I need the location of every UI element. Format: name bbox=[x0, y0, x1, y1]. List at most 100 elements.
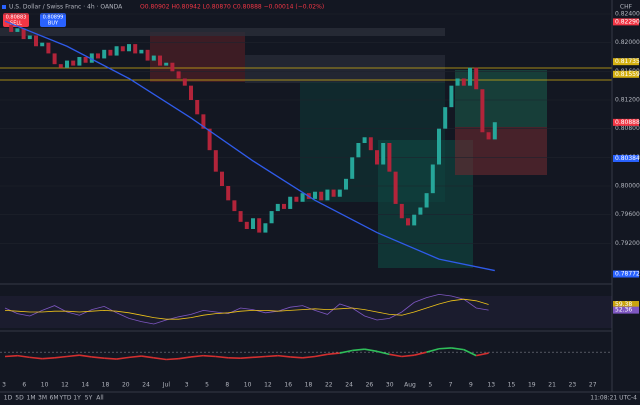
candle bbox=[27, 35, 32, 40]
x-tick-label: Jul bbox=[162, 382, 171, 389]
buy-label[interactable]: BUY bbox=[48, 21, 59, 27]
osc-segment bbox=[66, 354, 80, 358]
osc-segment bbox=[17, 354, 30, 359]
x-tick-label: 27 bbox=[589, 382, 597, 389]
price-tag bbox=[613, 58, 639, 66]
symbol-title: U.S. Dollar / Swiss Franc · 4h · OANDA bbox=[9, 4, 123, 11]
candle bbox=[331, 189, 336, 197]
osc-segment bbox=[203, 354, 216, 358]
range-button[interactable]: 1D bbox=[4, 395, 13, 402]
candle bbox=[71, 60, 76, 66]
price-tag bbox=[613, 270, 639, 278]
x-tick-label: 16 bbox=[284, 382, 292, 389]
candle bbox=[21, 28, 26, 40]
x-tick-label: 10 bbox=[41, 382, 49, 389]
range-button[interactable]: 6M bbox=[50, 395, 59, 402]
y-tick-label: 0.82400 bbox=[615, 11, 640, 18]
candle bbox=[362, 137, 367, 143]
candle bbox=[244, 221, 249, 229]
osc-segment bbox=[277, 354, 291, 358]
candle bbox=[375, 150, 379, 165]
x-tick-label: 9 bbox=[469, 382, 473, 389]
candle bbox=[461, 78, 466, 86]
range-button[interactable]: All bbox=[96, 395, 104, 402]
candle bbox=[89, 53, 94, 63]
candle bbox=[133, 44, 138, 54]
x-tick-label: 24 bbox=[345, 382, 353, 389]
symbol-icon bbox=[2, 5, 6, 9]
range-button[interactable]: 5Y bbox=[85, 395, 93, 402]
candle bbox=[288, 196, 293, 209]
candle bbox=[226, 186, 231, 201]
x-tick-label: 26 bbox=[366, 382, 374, 389]
osc-segment bbox=[389, 353, 402, 358]
sell-label[interactable]: SELL bbox=[10, 21, 22, 27]
price-tag bbox=[613, 154, 639, 162]
y-tick-label: 0.79600 bbox=[615, 211, 640, 218]
candle bbox=[9, 24, 14, 32]
rsi-tag-label: 59.38 bbox=[615, 301, 632, 308]
buy-button[interactable] bbox=[40, 13, 66, 27]
rsi-tag bbox=[613, 306, 639, 314]
osc-segment bbox=[265, 354, 278, 358]
candle bbox=[474, 67, 479, 90]
candle bbox=[251, 218, 255, 229]
candle bbox=[418, 207, 423, 215]
osc-segment bbox=[215, 355, 229, 359]
buy-price[interactable]: 0.80899 bbox=[43, 15, 64, 21]
osc-segment bbox=[104, 357, 117, 360]
candle bbox=[257, 218, 262, 233]
candle bbox=[393, 171, 398, 204]
osc-segment bbox=[42, 356, 55, 360]
candle bbox=[127, 44, 131, 52]
osc-segment bbox=[327, 352, 340, 356]
osc-segment bbox=[451, 347, 464, 351]
sell-price[interactable]: 0.80883 bbox=[6, 15, 27, 21]
x-tick-label: 12 bbox=[264, 382, 272, 389]
price-tag-label: 0.82290 bbox=[615, 18, 640, 25]
candle bbox=[158, 55, 162, 66]
candle bbox=[300, 193, 305, 202]
candle bbox=[449, 85, 454, 108]
candle bbox=[468, 67, 472, 86]
x-tick-label: 20 bbox=[122, 382, 130, 389]
candle bbox=[412, 214, 417, 226]
x-tick-label: 5 bbox=[428, 382, 432, 389]
rsi-tag bbox=[613, 300, 639, 308]
x-tick-label: 3 bbox=[185, 382, 189, 389]
candle bbox=[52, 53, 57, 65]
candle bbox=[381, 143, 386, 165]
x-tick-label: 22 bbox=[325, 382, 333, 389]
range-button[interactable]: 5D bbox=[15, 395, 24, 402]
range-button[interactable]: 3M bbox=[38, 395, 47, 402]
price-tag-label: 0.80384 bbox=[615, 155, 640, 162]
x-tick-label: 6 bbox=[22, 382, 26, 389]
osc-segment bbox=[178, 356, 192, 360]
zone bbox=[0, 28, 445, 36]
ohlc: O0.80902 H0.80942 L0.80870 C0.80888 −0.0… bbox=[140, 4, 324, 11]
currency: CHF bbox=[620, 4, 633, 11]
x-tick-label: 13 bbox=[487, 382, 495, 389]
range-button[interactable]: 1Y bbox=[73, 395, 81, 402]
osc-segment bbox=[463, 348, 477, 357]
candle bbox=[350, 157, 355, 179]
candle bbox=[102, 49, 107, 59]
x-tick-label: 3 bbox=[2, 382, 6, 389]
range-button[interactable]: 1M bbox=[27, 395, 36, 402]
x-tick-label: 7 bbox=[449, 382, 453, 389]
candle bbox=[207, 128, 212, 151]
candle bbox=[58, 64, 63, 68]
osc-segment bbox=[438, 347, 452, 350]
candle bbox=[40, 42, 45, 47]
candle bbox=[189, 85, 193, 100]
x-tick-label: 21 bbox=[548, 382, 556, 389]
candle bbox=[337, 189, 342, 197]
candle bbox=[232, 200, 237, 212]
candle bbox=[368, 137, 373, 151]
candle bbox=[325, 189, 330, 201]
price-tag-label: 0.81735 bbox=[615, 58, 640, 65]
price-tag-label: 0.80888 bbox=[615, 119, 640, 126]
range-button[interactable]: YTD bbox=[59, 395, 72, 402]
osc-segment bbox=[128, 355, 142, 359]
